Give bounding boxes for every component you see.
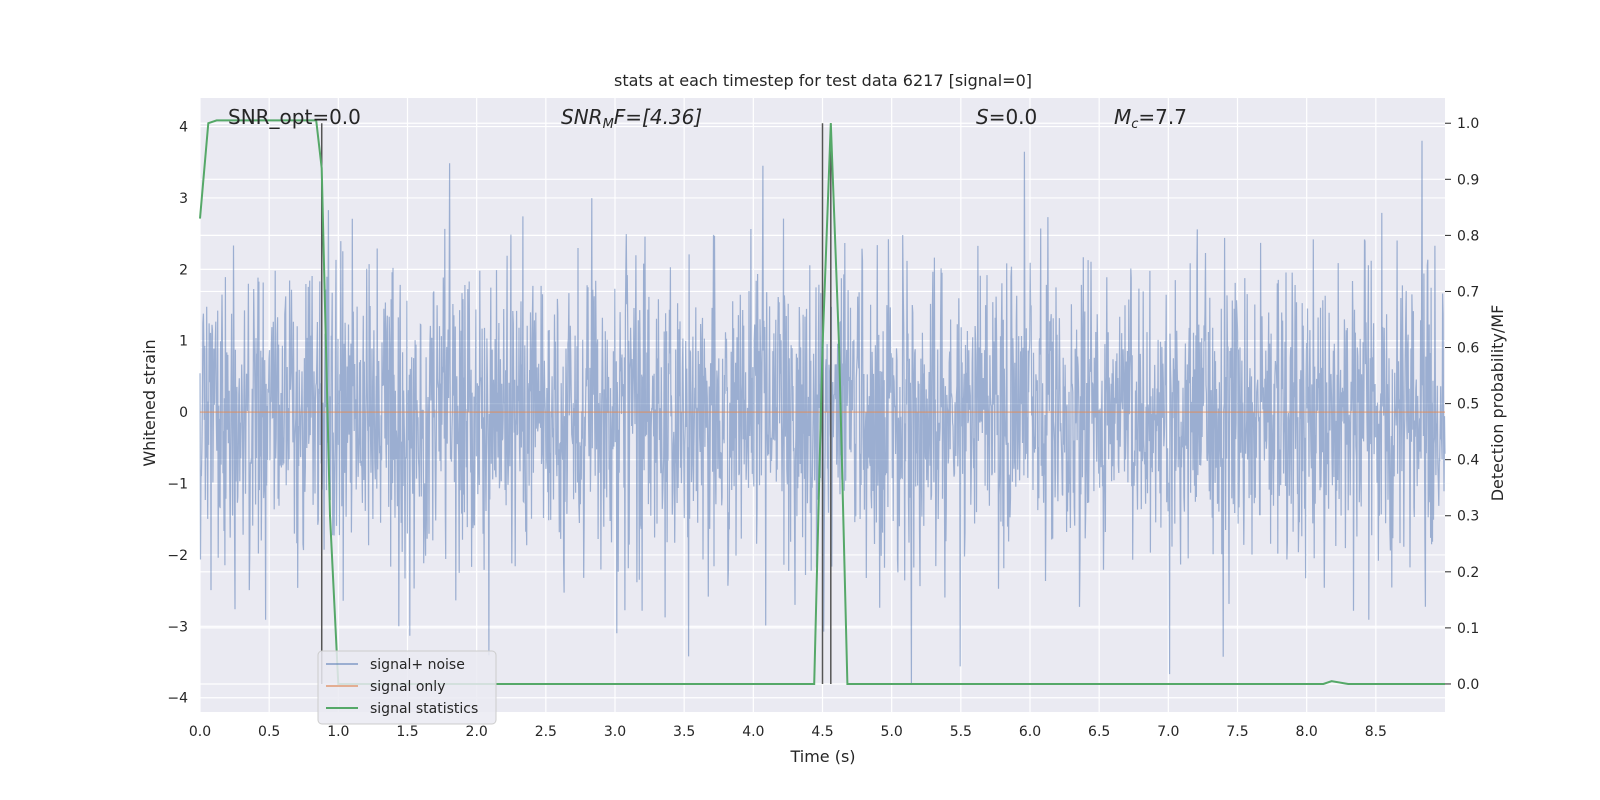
y-tick-label: 3: [179, 191, 188, 207]
x-tick-label: 8.0: [1296, 724, 1318, 740]
x-tick-label: 8.5: [1365, 724, 1387, 740]
y2-tick-label: 0.8: [1457, 228, 1479, 244]
y-tick-label: 1: [179, 334, 188, 350]
mc-symbol: M: [1114, 105, 1131, 129]
x-tick-label: 4.0: [742, 724, 764, 740]
x-tick-label: 6.5: [1088, 724, 1110, 740]
y-tick-label: 0: [179, 405, 188, 421]
y-tick-label: 4: [179, 120, 188, 136]
legend-box: [317, 650, 497, 725]
x-tick-label: 5.5: [950, 724, 972, 740]
mc-value: =7.7: [1138, 105, 1187, 129]
y-tick-label: 2: [179, 262, 188, 278]
annotation-mc: Mc=7.7: [1114, 105, 1187, 132]
vertical-markers: [320, 123, 832, 684]
annotation-s: S=0.0: [976, 105, 1037, 129]
x-tick-label: 2.5: [535, 724, 557, 740]
s-symbol: S: [976, 105, 989, 129]
x-tick-label: 4.5: [811, 724, 833, 740]
x-tick-label: 1.5: [396, 724, 418, 740]
y2-tick-label: 0.2: [1457, 565, 1479, 581]
y2-tick-label: 0.4: [1457, 453, 1479, 469]
x-tick-label: 1.0: [327, 724, 349, 740]
legend-label-signal-only: signal only: [370, 679, 445, 695]
x-tick-label: 3.0: [604, 724, 626, 740]
tick-labels: 0.0 0.5 1.0 1.5 2.0 2.5 3.0 3.5 4.0 4.5 5.0 5.5 6.0 6…: [167, 116, 1479, 740]
s-value: =0.0: [989, 105, 1038, 129]
x-tick-label: 7.5: [1226, 724, 1248, 740]
y2-tick-label: 0.0: [1457, 677, 1479, 693]
snr-mf-value: F=[4.36]: [614, 105, 702, 129]
x-tick-label: 7.0: [1157, 724, 1179, 740]
legend-label-noise: signal+ noise: [370, 657, 465, 673]
annotation-snr-opt: SNR_opt=0.0: [228, 105, 361, 129]
mc-subscript: c: [1131, 117, 1138, 132]
y-tick-label: −2: [167, 548, 188, 564]
legend-label-statistics: signal statistics: [370, 701, 478, 717]
legend: signal+ noise signal only signal statist…: [317, 650, 497, 725]
x-axis-label: Time (s): [789, 747, 855, 766]
y2-tick-label: 1.0: [1457, 116, 1479, 132]
snr-mf-subscript: M: [603, 117, 614, 132]
y2-tick-label: 0.9: [1457, 172, 1479, 188]
y-tick-label: −3: [167, 619, 188, 635]
y2-axis-label: Detection probability/MF: [1488, 305, 1507, 502]
annotation-snr-mf: SNRMF=[4.36]: [561, 105, 702, 132]
x-tick-label: 3.5: [673, 724, 695, 740]
x-tick-label: 0.0: [189, 724, 211, 740]
x-tick-label: 6.0: [1019, 724, 1041, 740]
statistics-line: [199, 119, 1445, 685]
chart-title: stats at each timestep for test data 621…: [614, 71, 1032, 90]
x-tick-label: 2.0: [466, 724, 488, 740]
x-tick-label: 0.5: [258, 724, 280, 740]
y2-tick-label: 0.1: [1457, 621, 1479, 637]
snr-mf-symbol: SNR: [561, 105, 603, 129]
y2-tick-label: 0.5: [1457, 397, 1479, 413]
y2-tick-label: 0.6: [1457, 341, 1479, 357]
signal-statistics-series: [199, 119, 1445, 685]
y-axis-label: Whitened strain: [140, 339, 159, 466]
y2-tick-label: 0.7: [1457, 284, 1479, 300]
y-tick-label: −1: [167, 477, 188, 493]
y2-tick-label: 0.3: [1457, 509, 1479, 525]
y-tick-label: −4: [167, 691, 188, 707]
x-tick-label: 5.0: [881, 724, 903, 740]
